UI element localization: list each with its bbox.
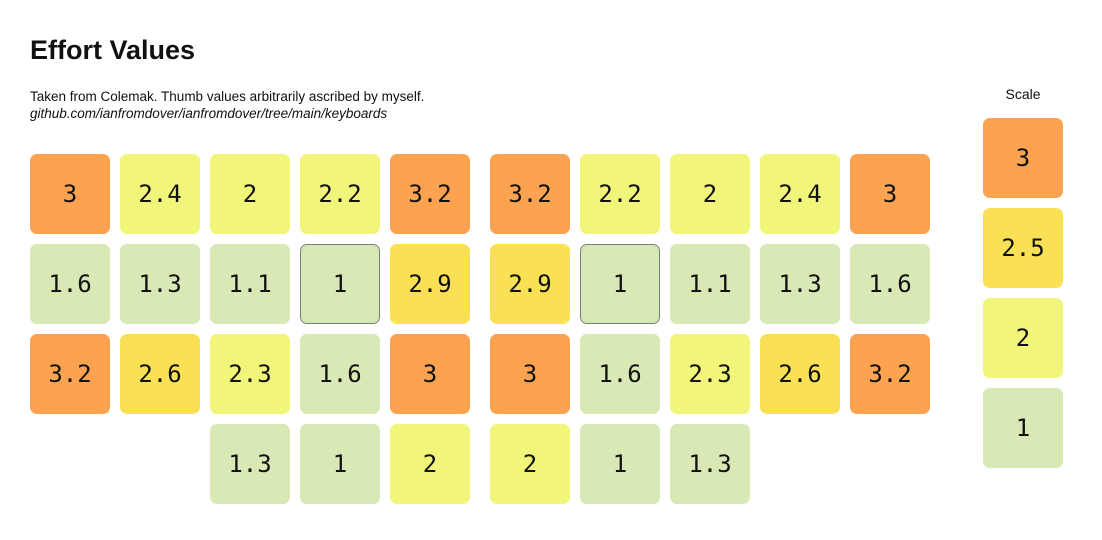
key-r2-c9: 3.2 <box>850 334 930 414</box>
thumb-key-5: 1.3 <box>670 424 750 504</box>
key-r0-c8: 2.4 <box>760 154 840 234</box>
key-r1-c6: 1 <box>580 244 660 324</box>
key-r2-c5: 3 <box>490 334 570 414</box>
key-r2-c2: 2.3 <box>210 334 290 414</box>
key-r1-c8: 1.3 <box>760 244 840 324</box>
thumb-key-4: 1 <box>580 424 660 504</box>
key-r0-c4: 3.2 <box>390 154 470 234</box>
key-r1-c0: 1.6 <box>30 244 110 324</box>
key-r0-c5: 3.2 <box>490 154 570 234</box>
scale-swatch-2: 2 <box>983 298 1063 378</box>
key-r1-c2: 1.1 <box>210 244 290 324</box>
key-r0-c0: 3 <box>30 154 110 234</box>
key-r0-c1: 2.4 <box>120 154 200 234</box>
scale-swatch-1: 2.5 <box>983 208 1063 288</box>
page-title: Effort Values <box>30 35 196 65</box>
description-block: Taken from Colemak. Thumb values arbitra… <box>30 88 424 122</box>
source-link[interactable]: github.com/ianfromdover/ianfromdover/tre… <box>30 106 388 121</box>
key-r0-c9: 3 <box>850 154 930 234</box>
key-r1-c9: 1.6 <box>850 244 930 324</box>
thumb-key-3: 2 <box>490 424 570 504</box>
thumb-key-0: 1.3 <box>210 424 290 504</box>
key-r1-c7: 1.1 <box>670 244 750 324</box>
description-text: Taken from Colemak. Thumb values arbitra… <box>30 89 425 104</box>
key-r1-c4: 2.9 <box>390 244 470 324</box>
scale-swatch-0: 3 <box>983 118 1063 198</box>
key-r2-c0: 3.2 <box>30 334 110 414</box>
scale-label: Scale <box>1005 86 1041 102</box>
scale-swatch-3: 1 <box>983 388 1063 468</box>
key-r0-c6: 2.2 <box>580 154 660 234</box>
key-r1-c3: 1 <box>300 244 380 324</box>
key-r0-c7: 2 <box>670 154 750 234</box>
key-r1-c5: 2.9 <box>490 244 570 324</box>
key-r2-c6: 1.6 <box>580 334 660 414</box>
key-r0-c3: 2.2 <box>300 154 380 234</box>
thumb-key-1: 1 <box>300 424 380 504</box>
key-r2-c4: 3 <box>390 334 470 414</box>
key-r2-c8: 2.6 <box>760 334 840 414</box>
key-r2-c7: 2.3 <box>670 334 750 414</box>
key-r0-c2: 2 <box>210 154 290 234</box>
key-r2-c3: 1.6 <box>300 334 380 414</box>
thumb-key-2: 2 <box>390 424 470 504</box>
key-r2-c1: 2.6 <box>120 334 200 414</box>
key-r1-c1: 1.3 <box>120 244 200 324</box>
